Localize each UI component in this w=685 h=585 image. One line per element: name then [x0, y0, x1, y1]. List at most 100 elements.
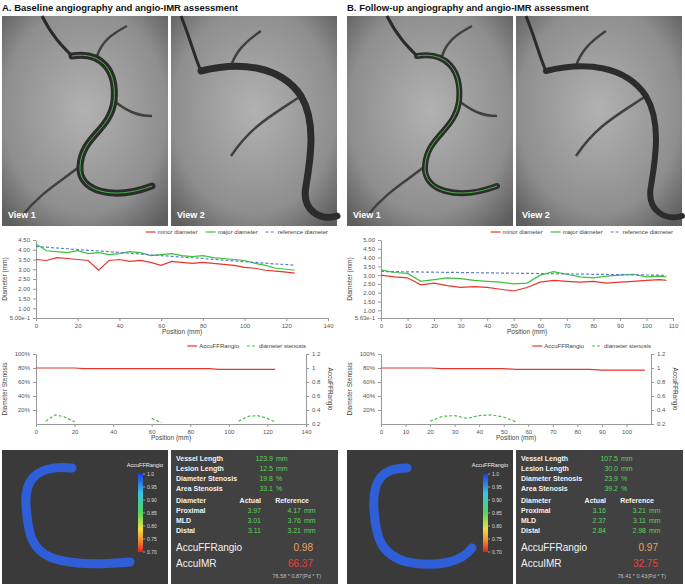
row-value: 3.11	[248, 527, 261, 534]
tick-mark	[378, 258, 381, 259]
plot-area	[381, 368, 645, 422]
row-unit: mm	[304, 527, 316, 534]
tick: 20%	[363, 407, 381, 413]
vessel-branch	[231, 96, 301, 156]
tick-mark	[33, 368, 36, 369]
tick-label: 100	[224, 429, 235, 435]
legend-item: reference diameter	[611, 229, 673, 235]
tick: 80	[575, 424, 582, 435]
tick-label: 0.6	[312, 393, 321, 399]
axis-line	[382, 318, 674, 319]
tick: 1.50	[18, 296, 36, 302]
ffr-label: AccuFFRangio	[176, 542, 243, 553]
tick: 0.4	[651, 407, 666, 413]
vessel-branch	[576, 31, 606, 66]
colorbar-tick-label: 0.80	[147, 523, 157, 529]
legend-item: major diameter	[551, 229, 603, 235]
angiogram: View 1	[347, 16, 513, 226]
y-axis-title: Diameter (mm)	[346, 257, 354, 300]
angiogram-image	[2, 16, 168, 226]
legend-label: reference diameter	[623, 229, 673, 235]
tick-label: 4.00	[18, 247, 30, 253]
tick-label: 0.8	[657, 379, 666, 385]
axis-line	[37, 424, 307, 425]
tick-mark	[646, 318, 647, 321]
view-label: View 2	[522, 210, 550, 220]
colorbar-tick	[488, 500, 490, 501]
colorbar-tick	[488, 552, 490, 553]
row-unit: mm	[621, 465, 633, 472]
tick: 1	[651, 365, 661, 371]
tick-label: 110	[669, 323, 679, 329]
tick-mark	[577, 424, 578, 427]
tick: 30	[458, 318, 465, 329]
tick: 10	[405, 318, 412, 329]
tick-mark	[378, 240, 381, 241]
tick: 60%	[363, 379, 381, 385]
tick-label: 20%	[363, 407, 376, 413]
tick-mark	[328, 318, 329, 321]
tick-label: 3.00	[363, 273, 375, 279]
tick-label: 0.4	[312, 407, 321, 413]
vessel-model: AccuFFRangio1.00.950.900.850.800.750.70	[347, 450, 513, 584]
axis-line	[381, 355, 382, 425]
column-header: Actual	[585, 497, 606, 504]
row-label: Diameter Stenosis	[176, 475, 237, 482]
tick-label: 5.63e-1	[355, 315, 376, 321]
series-line	[36, 258, 295, 274]
tick-label: 80	[591, 323, 598, 329]
tick: 40	[117, 318, 124, 329]
tick-mark	[378, 275, 381, 276]
model-vessel	[374, 468, 472, 564]
tick-mark	[528, 424, 529, 427]
tick-label: 4.00	[363, 255, 375, 261]
tick-mark	[203, 318, 204, 321]
legend-label: diameter stenosis	[604, 343, 651, 349]
row-value: 30.0	[604, 465, 618, 472]
tick-mark	[33, 299, 36, 300]
tick-label: 20	[427, 429, 434, 435]
legend-item: AccuFFRangio	[187, 343, 239, 349]
vessel-centerline	[417, 55, 497, 193]
line-chart: 010203040506070809010020%40%60%80%100%0.…	[346, 343, 679, 442]
tick-label: 40%	[18, 393, 31, 399]
plot-area	[36, 244, 295, 273]
tick-label: 20	[72, 429, 79, 435]
axis-line	[306, 355, 307, 425]
tick: 2.50	[18, 276, 36, 282]
tick-mark	[408, 318, 409, 321]
row-value: 3.21	[632, 507, 646, 514]
tick-mark	[540, 318, 541, 321]
row-value: 4.17	[287, 507, 301, 514]
view-label: View 2	[177, 210, 205, 220]
tick-label: 120	[282, 323, 293, 329]
x-axis-title: Position (mm)	[507, 328, 547, 336]
legend-item: AccuFFRangio	[532, 343, 584, 349]
tick: 40%	[18, 393, 36, 399]
line-chart: 02040608010012014020%40%60%80%100%0.20.4…	[1, 343, 334, 442]
y-axis-title: Diameter Stenosis	[1, 362, 8, 416]
catheter	[42, 16, 72, 56]
tick-mark	[378, 382, 381, 383]
tick: 100%	[15, 351, 36, 357]
tick-mark	[33, 279, 36, 280]
panel: A. Baseline angiography and angio-IMR as…	[2, 2, 338, 584]
tick-mark	[626, 424, 627, 427]
tick-label: 1.50	[363, 299, 375, 305]
legend-item: major diameter	[206, 229, 258, 235]
tick-label: 100%	[360, 351, 376, 357]
legend-swatch	[247, 345, 257, 346]
tick-mark	[245, 318, 246, 321]
vessel-centerline	[72, 55, 152, 193]
tick: 4.00	[363, 255, 381, 261]
tick: 1.2	[306, 351, 321, 357]
row-label: Proximal	[521, 507, 551, 514]
model-background	[347, 450, 513, 584]
row-value: 3.01	[247, 517, 261, 524]
tick-label: 1	[657, 365, 661, 371]
axis-line	[37, 318, 329, 319]
legend-swatch	[532, 345, 542, 346]
row-label: Lesion Length	[521, 465, 569, 473]
tick-mark	[33, 410, 36, 411]
axis-line	[36, 241, 37, 319]
